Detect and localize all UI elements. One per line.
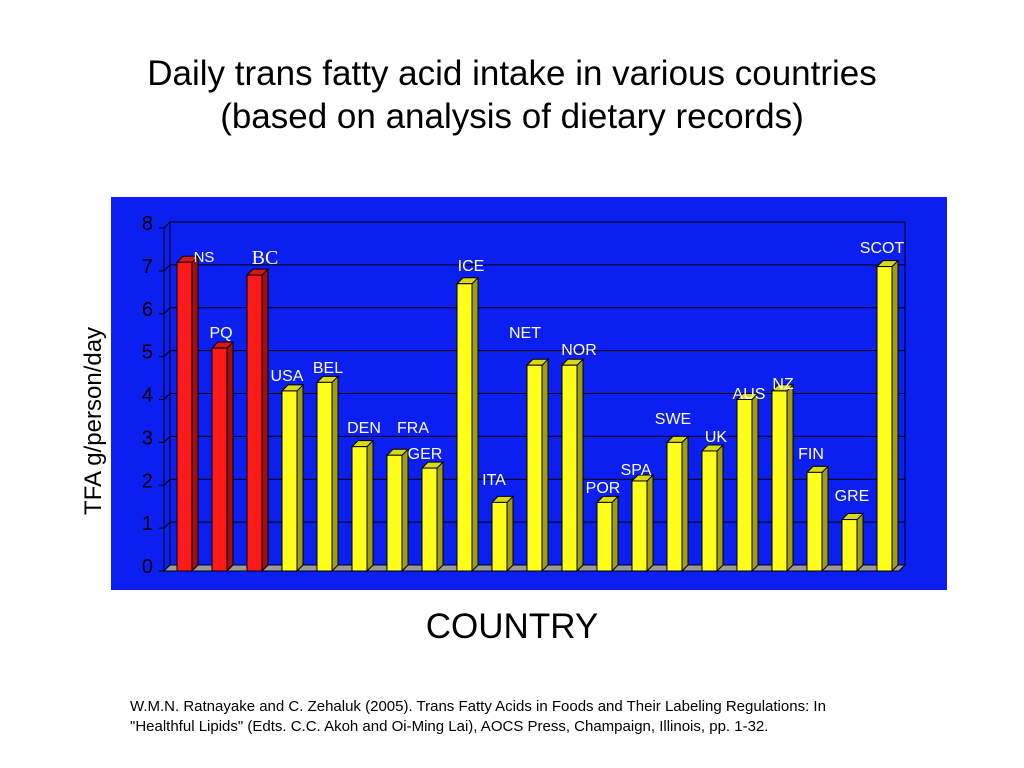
bar-net	[525, 357, 550, 573]
y-tick-label: 5	[142, 342, 153, 364]
bar-bel	[315, 375, 340, 573]
citation: W.M.N. Ratnayake and C. Zehaluk (2005). …	[130, 697, 990, 737]
bar-fra	[385, 448, 410, 573]
bar-swe	[665, 435, 690, 573]
bar-spa	[630, 473, 655, 573]
y-tick-label: 2	[142, 470, 153, 492]
gridline-side	[163, 307, 171, 315]
category-label-uk: UK	[705, 429, 728, 446]
category-label-swe: SWE	[655, 411, 691, 428]
citation-line-1: W.M.N. Ratnayake and C. Zehaluk (2005). …	[130, 698, 826, 715]
category-label-net: NET	[509, 325, 541, 342]
y-axis-label: TFA g/person/day	[80, 326, 107, 516]
bar-nz	[770, 383, 795, 573]
bar-uk	[700, 443, 725, 573]
y-tick-label: 4	[142, 385, 153, 407]
category-label-gre: GRE	[835, 488, 870, 505]
x-axis-label: COUNTRY	[425, 607, 599, 646]
category-label-fin: FIN	[798, 446, 824, 463]
chart-title: Daily trans fatty acid intake in various…	[147, 54, 877, 93]
bar-fin	[805, 465, 830, 573]
gridline-side	[163, 478, 171, 486]
category-label-pq: PQ	[209, 325, 232, 342]
category-label-ita: ITA	[482, 472, 506, 489]
category-label-bel: BEL	[313, 360, 343, 377]
bar-aus	[735, 392, 760, 573]
y-tick-label: 0	[142, 556, 153, 578]
bar-den	[350, 439, 375, 573]
category-label-ice: ICE	[458, 258, 485, 275]
category-label-spa: SPA	[621, 462, 652, 479]
gridline-side	[163, 521, 171, 529]
gridline-side	[163, 436, 171, 443]
chart-title-block: Daily trans fatty acid intake in various…	[0, 52, 1024, 138]
chart-subtitle: (based on analysis of dietary records)	[220, 97, 804, 136]
y-tick-label: 8	[142, 213, 153, 235]
bar-por	[595, 495, 620, 573]
category-label-ger: GER	[408, 446, 443, 463]
bar-gre	[840, 512, 865, 573]
bar-usa	[280, 383, 305, 573]
bar-ice	[455, 276, 480, 573]
bar-nor	[560, 357, 585, 573]
y-tick-label: 1	[142, 513, 153, 535]
category-label-den: DEN	[347, 420, 381, 437]
plot-wall-edge	[163, 221, 171, 229]
category-label-scot: SCOT	[860, 240, 905, 257]
bar-ns	[175, 255, 200, 573]
citation-line-2: "Healthful Lipids" (Edts. C.C. Akoh and …	[130, 718, 769, 735]
category-label-nz: NZ	[772, 376, 794, 393]
category-label-aus: AUS	[733, 386, 766, 403]
y-tick-label: 7	[142, 256, 153, 278]
bar-bc	[245, 267, 270, 573]
gridline-side	[163, 393, 171, 400]
category-label-usa: USA	[271, 368, 304, 385]
bar-pq	[210, 340, 235, 573]
y-tick-label: 6	[142, 299, 153, 321]
category-label-bc: BC	[252, 247, 279, 269]
bar-ita	[490, 495, 515, 573]
gridline-side	[163, 350, 171, 357]
y-tick-label: 3	[142, 427, 153, 449]
category-label-por: POR	[586, 480, 621, 497]
category-label-ns: NS	[194, 249, 215, 266]
bar-ger	[420, 460, 445, 573]
bar-scot	[875, 259, 900, 573]
category-label-nor: NOR	[561, 342, 597, 359]
category-label-fra: FRA	[397, 420, 429, 437]
gridline-side	[163, 264, 171, 272]
